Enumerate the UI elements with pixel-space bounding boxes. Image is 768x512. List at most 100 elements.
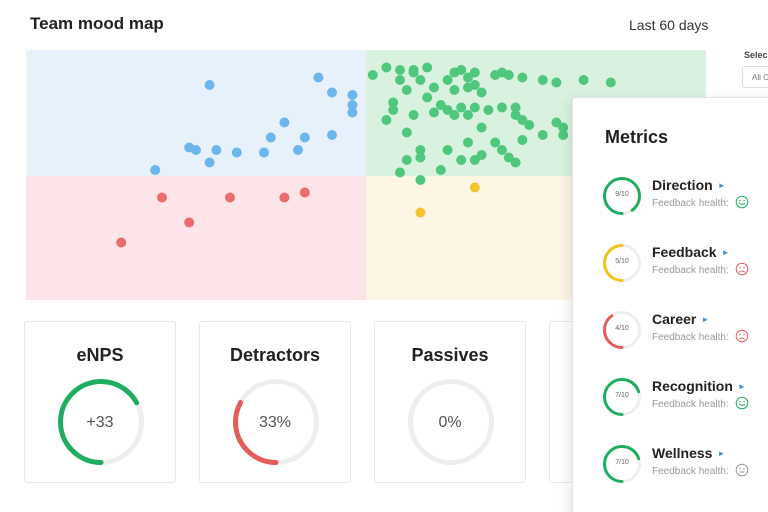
metric-direction[interactable]: 9/10 Direction ► Feedback health:: [573, 176, 768, 236]
mood-point-green[interactable]: [395, 75, 405, 85]
mood-point-blue[interactable]: [313, 72, 324, 83]
mood-point-green[interactable]: [429, 82, 439, 93]
card-passives[interactable]: Passives 0%: [374, 321, 526, 483]
mood-point-blue[interactable]: [347, 100, 358, 110]
mood-point-green[interactable]: [476, 87, 487, 98]
mood-point-green[interactable]: [395, 167, 405, 178]
mood-point-green[interactable]: [456, 65, 467, 75]
mood-point-green[interactable]: [388, 97, 399, 108]
mood-point-green[interactable]: [429, 107, 439, 118]
mood-point-green[interactable]: [476, 150, 487, 160]
metric-recognition[interactable]: 7/10 Recognition ► Feedback health:: [573, 377, 768, 437]
mood-point-green[interactable]: [388, 105, 399, 115]
caret-right-icon: ►: [717, 181, 726, 190]
mood-point-green[interactable]: [456, 102, 467, 113]
mood-point-blue[interactable]: [293, 145, 303, 155]
mood-point-green[interactable]: [415, 175, 426, 185]
mood-point-blue[interactable]: [259, 147, 269, 158]
mood-point-green[interactable]: [497, 102, 507, 113]
metrics-title: Metrics: [605, 127, 669, 147]
mood-point-green[interactable]: [469, 67, 480, 78]
mood-point-green[interactable]: [510, 157, 521, 168]
mood-point-green[interactable]: [497, 145, 507, 155]
mood-point-green[interactable]: [381, 62, 392, 73]
direction-score-ring: [603, 177, 641, 215]
mood-point-blue[interactable]: [204, 80, 215, 90]
mood-point-red[interactable]: [225, 192, 235, 203]
wellness-score-ring: [603, 445, 641, 483]
mood-point-green[interactable]: [503, 70, 514, 80]
metric-wellness[interactable]: 7/10 Wellness ► Feedback health:: [573, 444, 768, 504]
mood-point-red[interactable]: [299, 187, 310, 198]
mood-point-green[interactable]: [395, 65, 405, 75]
mood-point-yellow[interactable]: [469, 182, 480, 193]
mood-point-blue[interactable]: [204, 157, 215, 168]
mood-point-green[interactable]: [537, 75, 548, 85]
mood-point-green[interactable]: [537, 130, 548, 140]
mood-point-green[interactable]: [490, 137, 501, 148]
mood-point-blue[interactable]: [279, 117, 290, 128]
mood-point-green[interactable]: [551, 77, 562, 88]
mood-point-blue[interactable]: [347, 90, 358, 100]
metric-feedback[interactable]: 5/10 Feedback ► Feedback health:: [573, 243, 768, 303]
card-detractors[interactable]: Detractors 33%: [199, 321, 351, 483]
mood-point-green[interactable]: [578, 75, 589, 85]
mood-point-green[interactable]: [442, 75, 453, 85]
date-range-label[interactable]: Last 60 days: [629, 17, 709, 33]
mood-point-green[interactable]: [415, 75, 426, 85]
card-title: eNPS: [76, 345, 124, 365]
mood-point-green[interactable]: [367, 70, 378, 80]
ring-progress: [603, 177, 641, 215]
mood-point-green[interactable]: [408, 65, 419, 75]
mood-point-green[interactable]: [510, 102, 521, 113]
detractors-donut: [233, 379, 319, 465]
mood-point-green[interactable]: [401, 155, 412, 165]
mood-point-green[interactable]: [401, 85, 412, 95]
mood-point-red[interactable]: [184, 217, 195, 228]
metric-name: Recognition: [652, 378, 733, 394]
mood-point-green[interactable]: [524, 120, 535, 130]
mood-point-green[interactable]: [415, 145, 426, 155]
team-select[interactable]: All C: [742, 66, 768, 88]
mood-point-blue[interactable]: [347, 107, 358, 118]
mood-point-green[interactable]: [469, 80, 480, 90]
mood-point-green[interactable]: [449, 110, 460, 120]
mood-point-yellow[interactable]: [415, 207, 426, 218]
mood-point-green[interactable]: [605, 77, 616, 88]
mood-point-red[interactable]: [279, 192, 290, 203]
mood-point-green[interactable]: [422, 62, 433, 73]
passives-donut: [408, 379, 494, 465]
mood-point-green[interactable]: [435, 165, 446, 175]
mood-point-green[interactable]: [463, 110, 473, 120]
mood-point-red[interactable]: [157, 192, 167, 203]
mood-point-green[interactable]: [476, 122, 487, 133]
mood-point-green[interactable]: [381, 115, 392, 125]
mood-point-blue[interactable]: [265, 132, 276, 143]
mood-point-green[interactable]: [449, 85, 460, 95]
metric-career[interactable]: 4/10 Career ► Feedback health:: [573, 310, 768, 370]
mood-point-green[interactable]: [442, 145, 453, 155]
mood-point-green[interactable]: [517, 72, 528, 83]
mood-point-green[interactable]: [422, 92, 433, 103]
mood-point-green[interactable]: [463, 137, 473, 148]
mood-point-green[interactable]: [415, 152, 426, 163]
mood-point-green[interactable]: [469, 102, 480, 113]
card-enps[interactable]: eNPS +33: [24, 321, 176, 483]
mood-point-blue[interactable]: [327, 130, 337, 140]
mood-point-blue[interactable]: [150, 165, 161, 175]
mood-point-green[interactable]: [401, 127, 412, 138]
mood-point-green[interactable]: [517, 135, 528, 145]
mood-point-red[interactable]: [116, 237, 127, 248]
mood-point-blue[interactable]: [231, 147, 242, 158]
mood-point-green[interactable]: [408, 110, 419, 120]
mood-point-blue[interactable]: [211, 145, 222, 155]
mood-point-blue[interactable]: [327, 87, 337, 98]
mood-point-green[interactable]: [456, 155, 467, 165]
metric-name: Direction: [652, 177, 713, 193]
mood-point-green[interactable]: [558, 122, 569, 133]
mood-point-green[interactable]: [483, 105, 494, 115]
mood-point-blue[interactable]: [299, 132, 310, 143]
page-title: Team mood map: [30, 14, 164, 33]
mood-point-green[interactable]: [558, 130, 569, 140]
mood-point-blue[interactable]: [191, 145, 201, 155]
